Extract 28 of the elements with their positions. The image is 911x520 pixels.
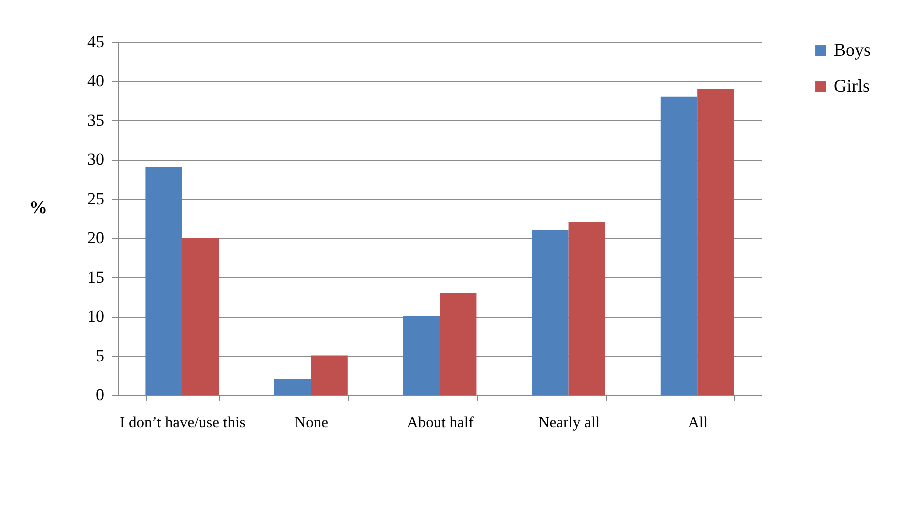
y-tick-label: 45 — [88, 32, 104, 52]
x-tick-label: Nearly all — [538, 414, 600, 432]
legend-label: Boys — [834, 40, 872, 60]
y-axis-title: % — [30, 198, 48, 218]
x-tick-label: All — [688, 414, 708, 432]
bar — [698, 89, 734, 395]
bar — [146, 168, 182, 395]
y-tick-label: 25 — [88, 189, 104, 208]
legend-label: Girls — [834, 76, 870, 96]
x-tick-label: None — [294, 414, 329, 432]
y-tick-label: 10 — [88, 307, 104, 326]
y-tick-label: 20 — [88, 228, 104, 248]
bar — [274, 379, 312, 395]
bar — [660, 96, 698, 395]
bar — [182, 238, 220, 395]
y-tick-label: 15 — [88, 268, 104, 287]
y-tick-label: 30 — [88, 150, 104, 170]
bar — [403, 316, 440, 395]
x-tick-label: I don’t have/use this — [120, 414, 246, 432]
bar — [568, 222, 606, 395]
bar — [311, 356, 348, 395]
y-tick-label: 0 — [96, 386, 104, 404]
y-tick-label: 40 — [88, 72, 104, 91]
bar — [532, 230, 569, 395]
y-tick-label: 35 — [88, 110, 104, 130]
bar — [440, 293, 477, 395]
x-tick-label: About half — [407, 414, 475, 432]
y-tick-label: 5 — [96, 346, 104, 366]
